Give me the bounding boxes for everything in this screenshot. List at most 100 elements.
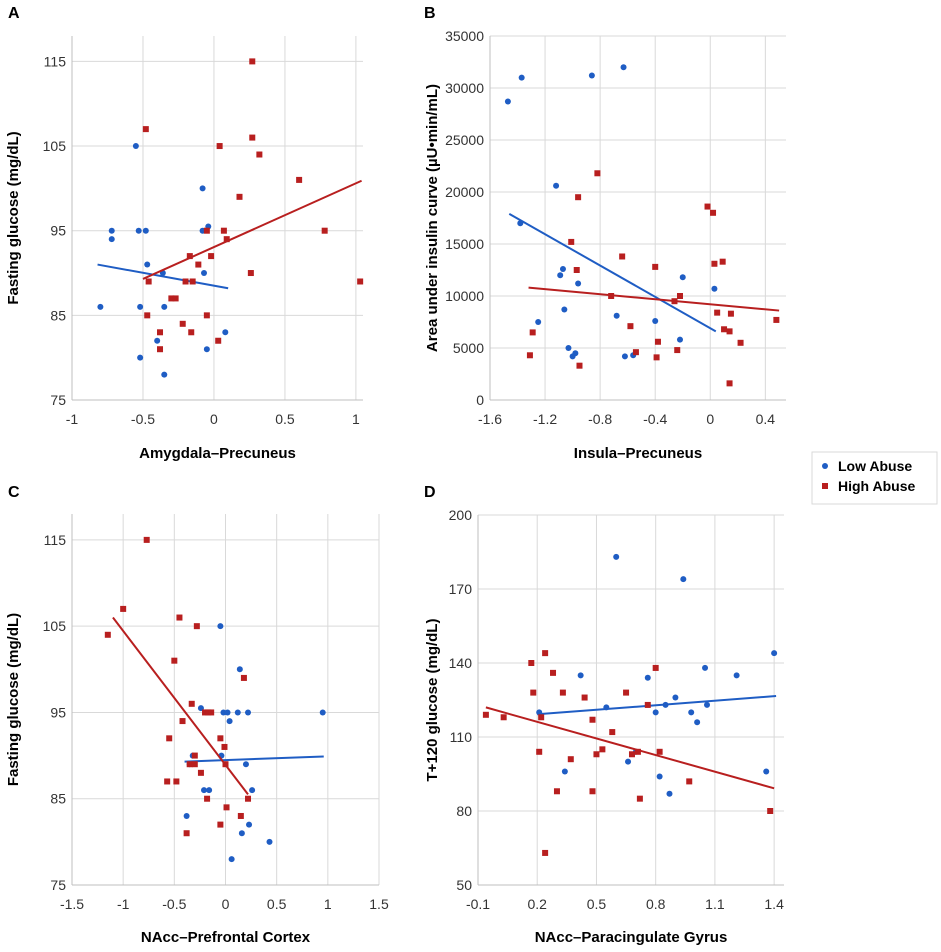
panel-letter: D [424,484,436,501]
point-high-abuse [599,746,606,753]
point-high-abuse [247,270,254,277]
point-low-abuse [763,768,770,775]
panel-letter: C [8,484,20,501]
legend-marker-low [822,463,828,469]
trendline-high-abuse [485,706,775,790]
x-axis-label: NAcc–Prefrontal Cortex [141,929,311,946]
point-low-abuse [234,709,241,716]
point-low-abuse [652,709,659,716]
point-low-abuse [577,672,584,679]
point-high-abuse [237,812,244,819]
point-high-abuse [143,536,150,543]
y-tick-label: 20000 [445,184,484,200]
point-low-abuse [97,303,104,310]
point-low-abuse [771,650,778,657]
x-tick-label: -0.5 [131,411,155,427]
point-high-abuse [719,258,726,265]
point-low-abuse [575,280,582,287]
point-high-abuse [216,143,223,150]
point-high-abuse [203,312,210,319]
point-high-abuse [623,689,630,696]
x-tick-label: -0.4 [643,411,667,427]
point-high-abuse [157,346,164,353]
point-high-abuse [164,778,171,785]
legend: Low Abuse High Abuse [811,451,938,505]
x-tick-label: -1 [66,411,79,427]
y-tick-label: 140 [449,655,473,671]
point-high-abuse [223,236,230,243]
point-high-abuse [536,748,543,755]
point-low-abuse [588,72,595,79]
point-low-abuse [137,303,144,310]
point-low-abuse [565,345,572,351]
point-high-abuse [726,380,733,387]
legend-label-high: High Abuse [838,478,915,494]
point-low-abuse [222,329,229,336]
point-high-abuse [249,134,256,141]
point-high-abuse [144,312,151,319]
point-high-abuse [104,631,111,638]
x-tick-label: 1.4 [764,896,784,912]
point-high-abuse [573,267,580,273]
point-low-abuse [680,576,687,583]
point-low-abuse [620,64,627,71]
point-high-abuse [567,756,574,763]
point-low-abuse [504,98,511,105]
point-high-abuse [191,752,198,759]
point-high-abuse [188,700,195,707]
point-high-abuse [482,711,489,718]
point-low-abuse [561,306,568,313]
point-high-abuse [711,260,718,267]
x-tick-label: -0.5 [162,896,186,912]
point-low-abuse [656,773,663,780]
point-high-abuse [168,295,175,302]
y-tick-label: 95 [50,704,66,720]
point-high-abuse [249,58,256,65]
x-tick-label: 1.5 [369,896,389,912]
x-tick-label: 0.4 [756,411,776,427]
y-tick-label: 0 [476,392,484,408]
y-tick-label: 15000 [445,236,484,252]
y-axis-label: Fasting glucose (mg/dL) [5,613,22,786]
point-high-abuse [559,689,566,696]
point-low-abuse [711,285,718,292]
y-tick-label: 75 [50,392,66,408]
y-tick-label: 5000 [453,340,484,356]
point-high-abuse [221,743,228,750]
point-high-abuse [704,203,711,210]
x-tick-label: 0.5 [587,896,607,912]
point-high-abuse [594,170,601,177]
point-high-abuse [656,748,663,755]
y-axis-label: Area under insulin curve (µU•min/mL) [424,84,441,352]
point-high-abuse [553,788,560,795]
point-low-abuse [559,265,566,272]
point-high-abuse [726,328,733,335]
point-low-abuse [161,303,168,310]
point-low-abuse [266,838,273,845]
point-high-abuse [120,605,127,612]
y-tick-label: 50 [456,877,472,893]
x-tick-label: 0.5 [275,411,295,427]
x-tick-label: -0.8 [588,411,612,427]
point-high-abuse [172,295,179,302]
point-low-abuse [249,787,256,794]
point-high-abuse [188,329,195,336]
point-high-abuse [157,329,164,336]
point-high-abuse [223,804,230,811]
point-high-abuse [628,751,635,758]
trendline-high-abuse [528,286,780,312]
y-tick-label: 10000 [445,288,484,304]
point-low-abuse [688,709,695,716]
x-axis-label: Insula–Precuneus [574,445,702,462]
point-high-abuse [357,278,364,285]
y-tick-label: 170 [449,581,473,597]
point-low-abuse [137,354,144,361]
point-high-abuse [609,729,616,736]
point-low-abuse [553,182,560,189]
point-high-abuse [183,830,190,837]
point-low-abuse [201,787,208,794]
point-high-abuse [653,354,660,361]
point-low-abuse [652,317,659,324]
point-high-abuse [321,227,328,234]
point-low-abuse [226,718,233,725]
